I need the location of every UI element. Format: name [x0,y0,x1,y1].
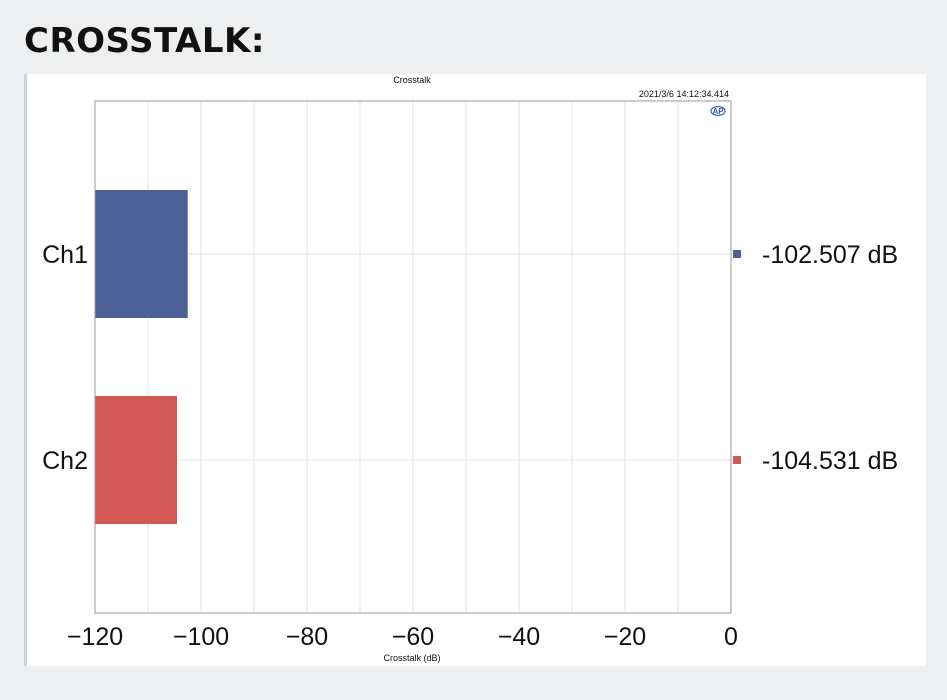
x-tick-label: −120 [67,623,123,651]
plot-frame [94,100,732,614]
value-label: -102.507 dB [762,241,898,269]
legend-swatch [733,456,741,464]
chart-panel [24,74,926,666]
value-label: -104.531 dB [762,447,898,475]
legend-swatch [733,250,741,258]
page-heading: CROSSTALK: [24,21,265,61]
category-label: Ch1 [42,241,88,269]
x-tick-label: −40 [498,623,540,651]
x-tick-label: 0 [724,623,738,651]
svg-text:AP: AP [712,107,724,116]
chart-title: Crosstalk [393,75,431,85]
x-tick-label: −100 [173,623,229,651]
bar-ch2 [95,396,177,524]
category-label: Ch2 [42,447,88,475]
ap-logo-icon: AP [710,105,726,117]
x-tick-label: −60 [392,623,434,651]
x-axis-label: Crosstalk (dB) [383,653,440,663]
x-tick-label: −20 [604,623,646,651]
chart-timestamp: 2021/3/6 14:12:34.414 [639,89,729,99]
x-tick-label: −80 [286,623,328,651]
bar-ch1 [95,190,188,318]
